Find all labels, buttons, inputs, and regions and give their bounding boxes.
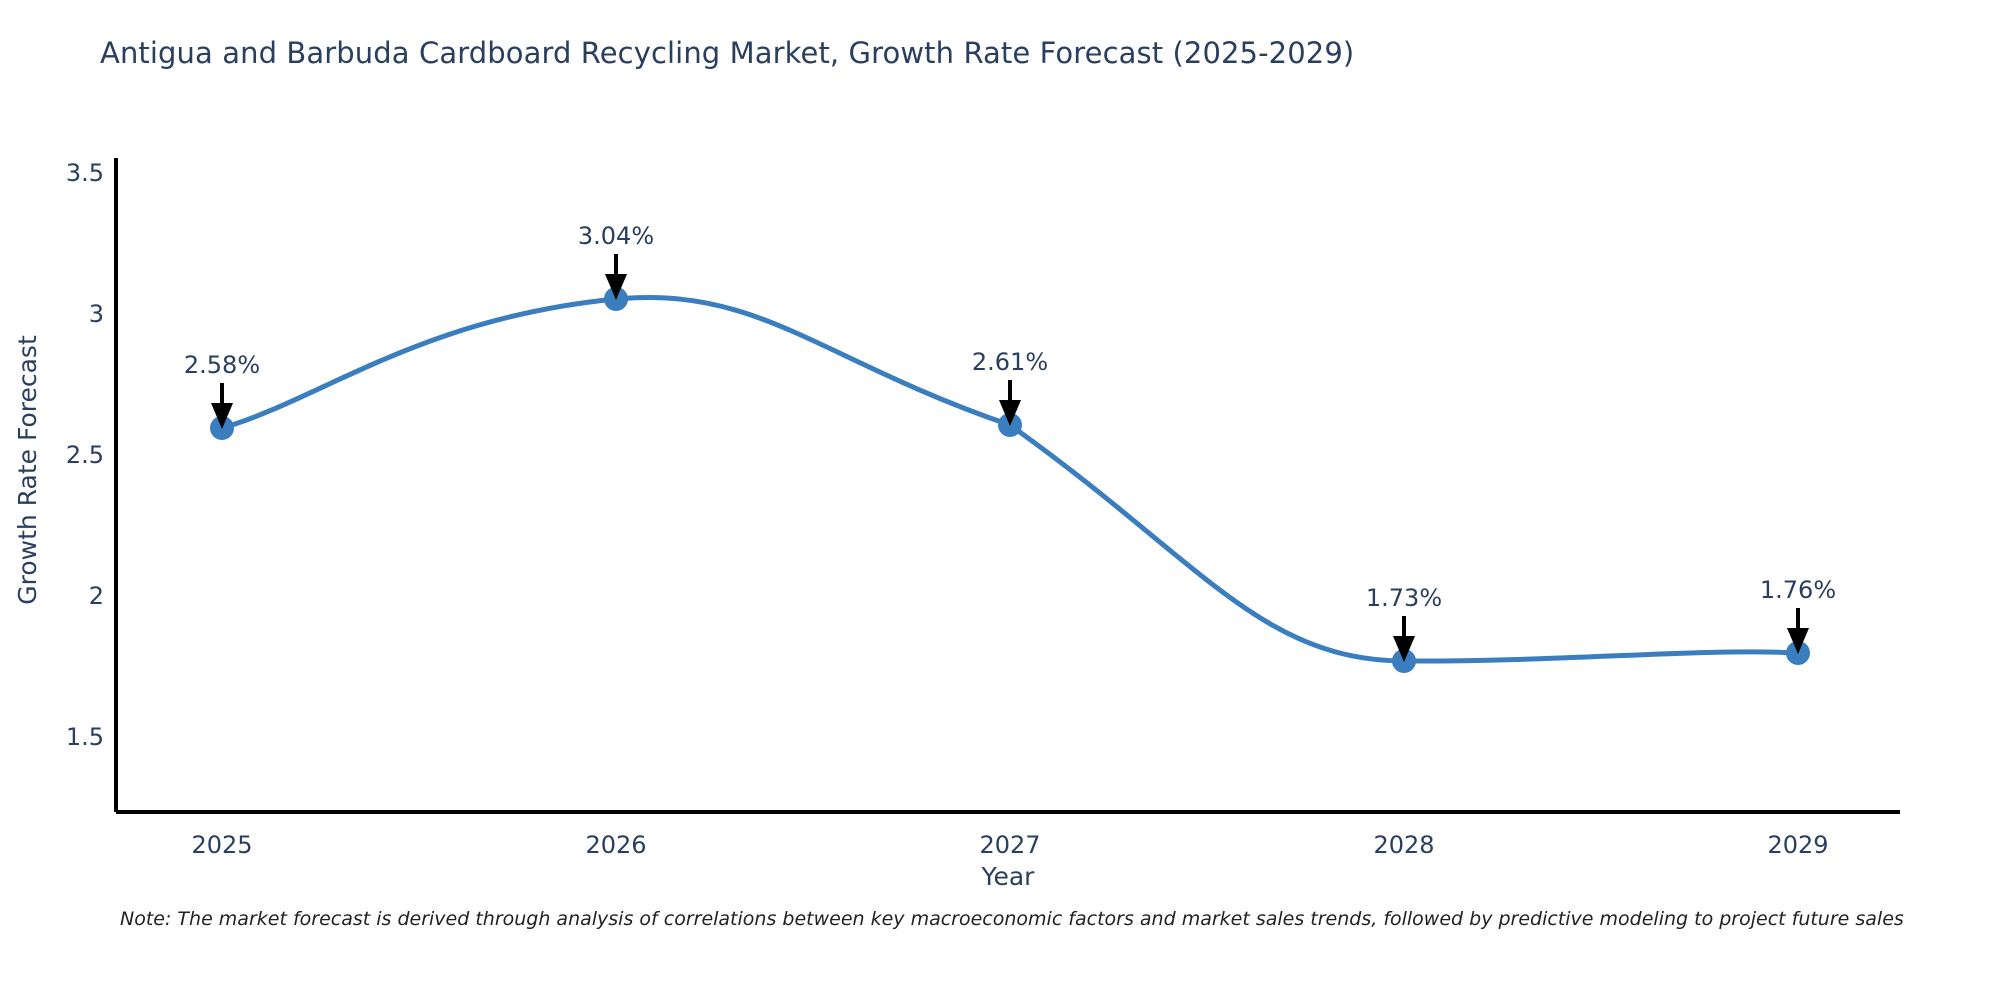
x-tick-label: 2026 (585, 831, 646, 859)
data-point-label: 1.76% (1760, 576, 1836, 604)
down-arrow-icon (999, 380, 1021, 426)
data-point-label: 3.04% (578, 222, 654, 250)
x-tick-label: 2025 (191, 831, 252, 859)
data-point-label: 1.73% (1366, 584, 1442, 612)
down-arrow-icon (1393, 616, 1415, 662)
y-tick-label: 2 (89, 582, 104, 610)
x-axis-title: Year (981, 862, 1036, 891)
y-tick-label: 1.5 (66, 723, 104, 751)
data-point-label: 2.58% (184, 351, 260, 379)
y-tick-label: 3.5 (66, 159, 104, 187)
page-title: Antigua and Barbuda Cardboard Recycling … (100, 36, 1355, 70)
y-axis-title: Growth Rate Forecast (13, 335, 42, 605)
down-arrow-icon (1787, 608, 1809, 654)
x-axis-tick-labels: 2025 2026 2027 2028 2029 (191, 831, 1828, 859)
x-tick-label: 2027 (979, 831, 1040, 859)
annotation-arrows (211, 254, 1809, 662)
data-point-label: 2.61% (972, 348, 1048, 376)
y-axis-tick-labels: 3.5 3 2.5 2 1.5 (66, 159, 104, 751)
y-tick-label: 3 (89, 300, 104, 328)
down-arrow-icon (605, 254, 627, 300)
chart-footnote: Note: The market forecast is derived thr… (120, 908, 1904, 930)
x-tick-label: 2028 (1373, 831, 1434, 859)
data-point-markers (210, 287, 1810, 673)
y-tick-label: 2.5 (66, 441, 104, 469)
data-point-labels: 2.58% 3.04% 2.61% 1.73% 1.76% (184, 222, 1836, 612)
down-arrow-icon (211, 383, 233, 429)
x-tick-label: 2029 (1767, 831, 1828, 859)
